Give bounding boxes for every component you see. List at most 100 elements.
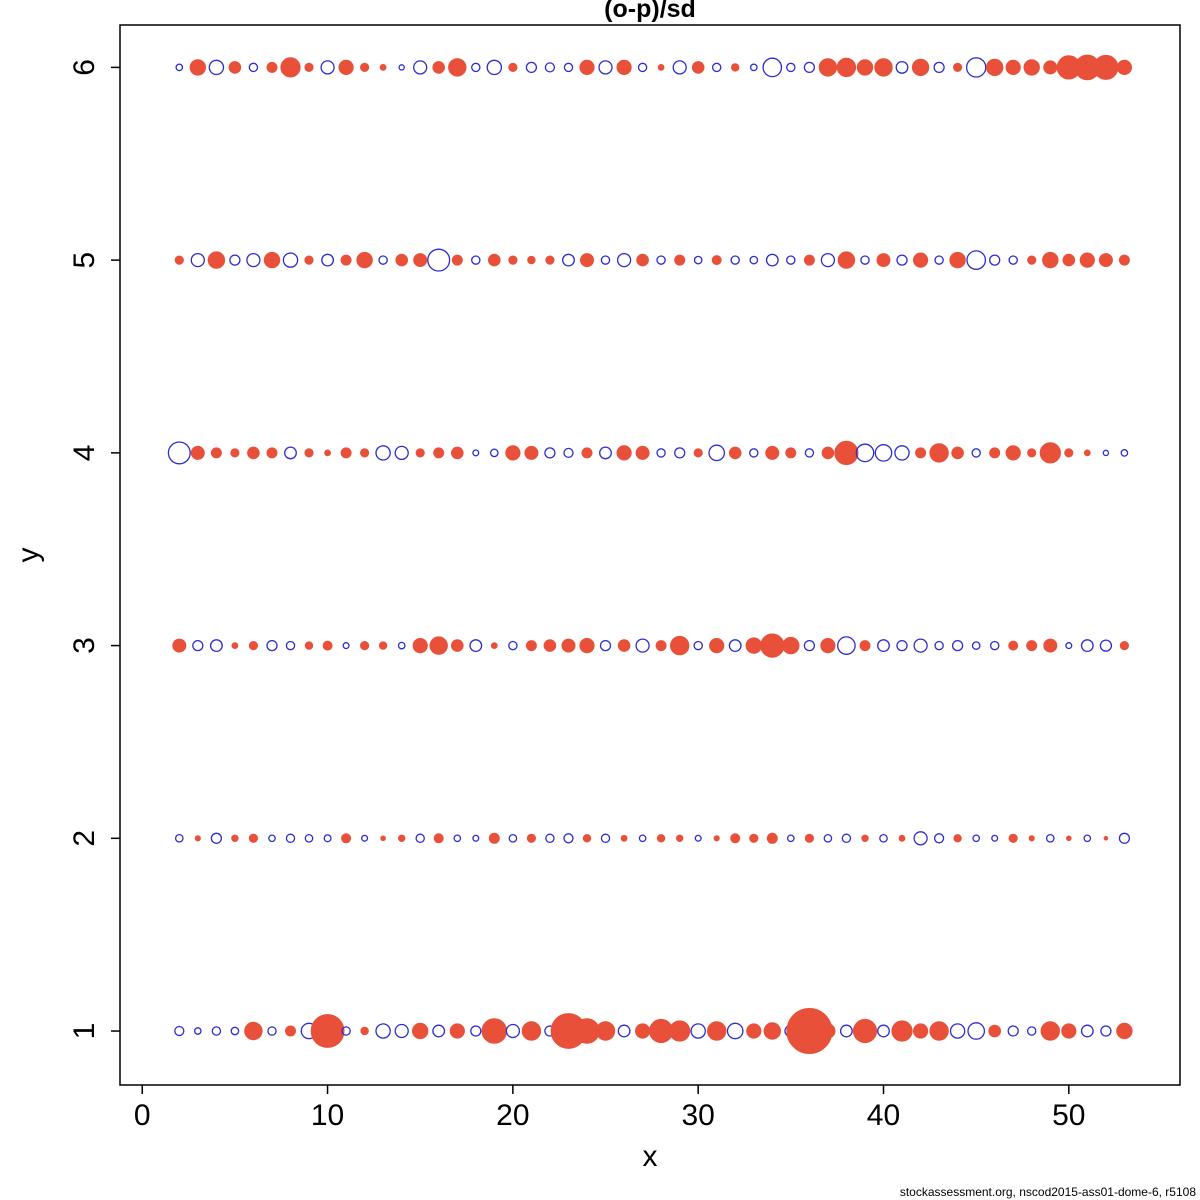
negative-residual-bubble [711,255,722,266]
negative-residual-bubble [693,448,703,458]
negative-residual-bubble [579,59,595,76]
negative-residual-bubble [874,58,893,77]
positive-residual-bubble [282,252,299,268]
negative-residual-bubble [412,638,428,654]
positive-residual-bubble [616,252,632,268]
positive-residual-bubble [397,641,406,650]
negative-residual-bubble [1005,445,1021,461]
negative-residual-bubble [1098,253,1113,268]
y-tick-label: 3 [68,637,101,654]
positive-residual-bubble [933,61,945,74]
positive-residual-bubble [635,638,650,653]
positive-residual-bubble [208,59,225,76]
chart-title: (o-p)/sd [604,0,696,23]
negative-residual-bubble [595,1021,616,1041]
positive-residual-bubble [971,641,981,650]
negative-residual-bubble [782,636,800,655]
positive-residual-bubble [749,255,759,265]
negative-residual-bubble [953,834,962,843]
negative-residual-bubble [508,255,518,265]
negative-residual-bubble [451,254,463,266]
positive-residual-bubble [361,834,369,842]
negative-residual-bubble [676,834,684,842]
negative-residual-bubble [1066,835,1072,842]
positive-residual-bubble [694,834,702,842]
positive-residual-bubble [874,444,893,462]
negative-residual-bubble [451,446,464,460]
negative-residual-bubble [760,633,785,658]
x-axis-label: x [643,1140,658,1173]
negative-residual-bubble [505,445,521,461]
positive-residual-bubble [508,833,518,843]
negative-residual-bubble [341,833,352,844]
negative-residual-bubble [360,448,370,458]
positive-residual-bubble [375,1023,391,1039]
negative-residual-bubble [338,59,354,76]
positive-residual-bubble [304,833,314,843]
positive-residual-bubble [246,252,261,268]
negative-residual-bubble [415,448,425,458]
negative-residual-bubble [1026,640,1038,652]
positive-residual-bubble [786,62,796,73]
negative-residual-bubble [429,636,448,655]
positive-residual-bubble [877,1024,890,1038]
bubble-points [167,54,1133,1054]
negative-residual-bubble [691,61,705,74]
negative-residual-bubble [911,58,930,77]
negative-residual-bubble [172,638,187,653]
positive-residual-bubble [841,833,852,844]
positive-residual-bubble [469,639,483,653]
y-axis-label: y [12,548,45,563]
positive-residual-bubble [375,445,391,461]
positive-residual-bubble [730,255,740,265]
negative-residual-bubble [856,59,874,76]
negative-residual-bubble [1043,638,1058,653]
positive-residual-bubble [432,1024,446,1038]
negative-residual-bubble [765,445,780,460]
positive-residual-bubble [229,254,241,266]
positive-residual-bubble [765,253,779,267]
positive-residual-bubble [1007,1025,1019,1037]
positive-residual-bubble [545,833,555,844]
negative-residual-bubble [304,448,314,458]
positive-residual-bubble [248,62,259,73]
positive-residual-bubble [323,834,332,843]
positive-residual-bubble [1083,834,1092,843]
positive-residual-bubble [378,255,388,265]
positive-residual-bubble [896,254,908,266]
negative-residual-bubble [545,255,555,265]
negative-residual-bubble [820,1023,836,1039]
positive-residual-bubble [1100,1025,1112,1037]
negative-residual-bubble [521,1021,542,1041]
negative-residual-bubble [655,640,667,652]
positive-residual-bubble [599,446,612,460]
negative-residual-bubble [730,833,741,844]
positive-residual-bubble [804,448,815,458]
positive-residual-bubble [600,833,611,844]
positive-residual-bubble [933,833,945,844]
negative-residual-bubble [834,440,859,465]
positive-residual-bubble [726,1022,744,1040]
positive-residual-bubble [690,1023,706,1039]
positive-residual-bubble [190,252,205,268]
negative-residual-bubble [413,253,428,268]
negative-residual-bubble [915,447,927,459]
negative-residual-bubble [1093,54,1119,80]
negative-residual-bubble [861,834,869,842]
positive-residual-bubble [470,1025,482,1037]
positive-residual-bubble [617,1024,631,1038]
positive-residual-bubble [453,834,462,843]
negative-residual-bubble [174,255,184,265]
y-tick-label: 2 [68,830,101,847]
positive-residual-bubble [210,832,223,844]
positive-residual-bubble [321,253,335,267]
positive-residual-bubble [749,63,758,72]
negative-residual-bubble [451,639,464,652]
negative-residual-bubble [248,641,258,651]
y-tick-label: 5 [68,252,101,269]
positive-residual-bubble [860,255,870,265]
positive-residual-bubble [285,833,296,844]
negative-residual-bubble [210,447,222,459]
positive-residual-bubble [708,444,726,462]
